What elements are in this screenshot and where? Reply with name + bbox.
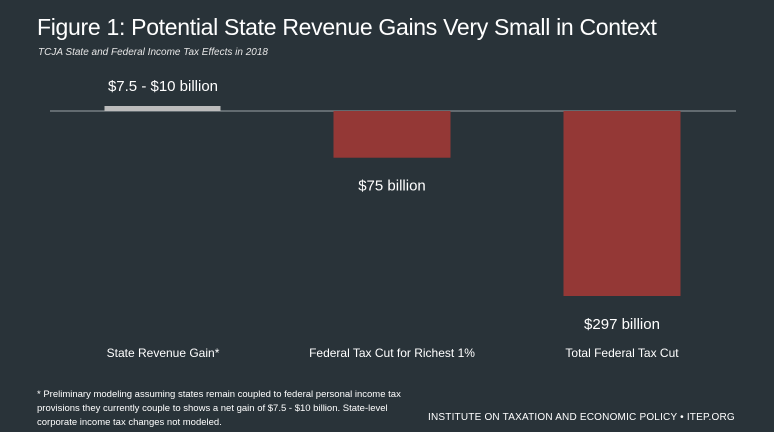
chart-title: Figure 1: Potential State Revenue Gains …: [37, 14, 657, 40]
chart-subtitle: TCJA State and Federal Income Tax Effect…: [38, 47, 268, 58]
category-label-1: State Revenue Gain*: [107, 346, 220, 360]
bars-group: [104, 106, 681, 296]
category-label-3: Total Federal Tax Cut: [565, 346, 679, 360]
source-credit: INSTITUTE ON TAXATION AND ECONOMIC POLIC…: [428, 412, 735, 423]
bar-3: [563, 111, 681, 296]
bar-1: [104, 106, 221, 111]
category-label-2: Federal Tax Cut for Richest 1%: [309, 346, 475, 360]
footnote: * Preliminary modeling assuming states r…: [37, 389, 401, 428]
labels-group: $7.5 - $10 billion State Revenue Gain* $75…: [107, 78, 680, 360]
bar-2: [333, 111, 451, 158]
data-label-2: $75 billion: [358, 178, 426, 195]
data-label-3: $297 billion: [584, 316, 660, 333]
data-label-1: $7.5 - $10 billion: [108, 78, 218, 95]
